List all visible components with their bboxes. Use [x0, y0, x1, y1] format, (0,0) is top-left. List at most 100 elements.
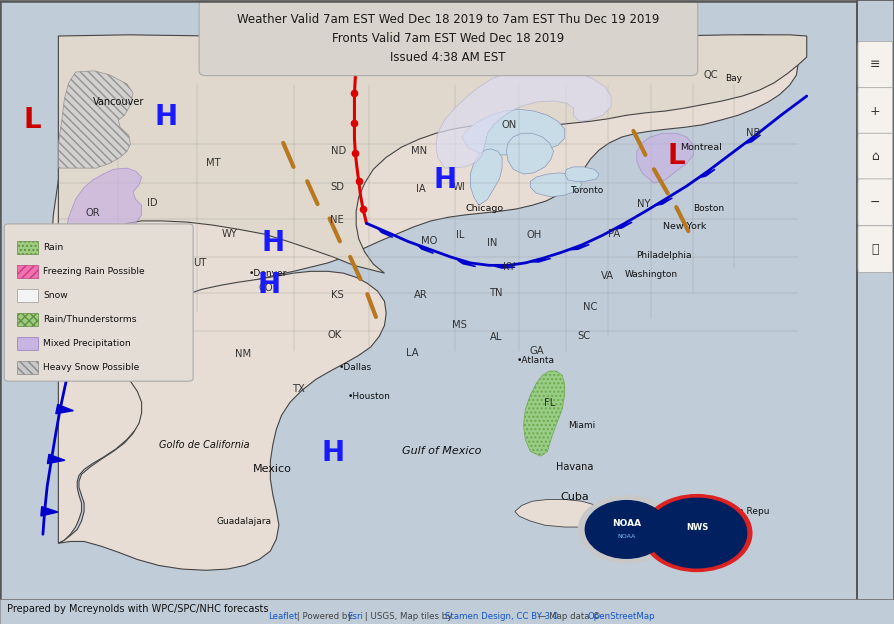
Text: H: H [154, 103, 177, 131]
Polygon shape [637, 134, 694, 183]
Text: Washington: Washington [625, 270, 678, 280]
Text: MO: MO [421, 236, 437, 246]
Text: •Denver: •Denver [249, 268, 287, 278]
Text: Mixed Precipitation: Mixed Precipitation [43, 339, 131, 348]
Bar [17, 361, 38, 374]
Polygon shape [58, 35, 806, 325]
Text: Rain/Thunderstorms: Rain/Thunderstorms [43, 315, 137, 324]
FancyBboxPatch shape [858, 41, 892, 88]
Text: NY: NY [637, 199, 651, 209]
Circle shape [642, 495, 752, 572]
Text: Weather Valid 7am EST Wed Dec 18 2019 to 7am EST Thu Dec 19 2019
Fronts Valid 7a: Weather Valid 7am EST Wed Dec 18 2019 to… [237, 13, 659, 64]
Polygon shape [699, 169, 715, 178]
Polygon shape [66, 358, 84, 368]
Polygon shape [531, 258, 551, 262]
Text: L: L [668, 142, 685, 170]
FancyBboxPatch shape [858, 87, 892, 134]
Text: Haiti- Dominican Repu: Haiti- Dominican Repu [668, 507, 769, 516]
FancyBboxPatch shape [858, 134, 892, 180]
Text: •Dallas: •Dallas [339, 363, 372, 372]
Text: QC: QC [704, 70, 718, 80]
Polygon shape [633, 512, 682, 531]
Polygon shape [655, 198, 672, 205]
Polygon shape [58, 321, 105, 371]
Text: OpenStreetMap: OpenStreetMap [587, 612, 655, 621]
Text: UT: UT [193, 258, 207, 268]
Text: NM: NM [235, 349, 251, 359]
Polygon shape [494, 266, 515, 268]
Text: Montreal: Montreal [680, 142, 722, 152]
Text: | USGS, Map tiles by: | USGS, Map tiles by [362, 612, 455, 621]
Text: AR: AR [414, 290, 427, 300]
Text: WI: WI [452, 182, 466, 192]
Polygon shape [58, 71, 133, 168]
Text: Leaflet: Leaflet [268, 612, 298, 621]
Text: Heavy Snow Possible: Heavy Snow Possible [43, 363, 139, 372]
Polygon shape [470, 149, 502, 205]
Text: Rain: Rain [43, 243, 63, 252]
Text: LA: LA [406, 348, 418, 358]
Text: | Powered by: | Powered by [294, 612, 356, 621]
Text: NOAA: NOAA [618, 534, 636, 539]
Text: +: + [870, 105, 881, 117]
Text: NWS: NWS [686, 522, 708, 532]
Text: •Houston: •Houston [348, 392, 391, 401]
Text: FL: FL [544, 398, 555, 408]
Text: Mexico: Mexico [253, 464, 292, 474]
Polygon shape [41, 507, 58, 516]
Text: L: L [24, 274, 41, 302]
Text: Los Angeles: Los Angeles [55, 347, 110, 356]
Text: AZ: AZ [173, 346, 187, 356]
Text: San Francisco: San Francisco [32, 284, 90, 293]
Text: H: H [322, 439, 344, 467]
Polygon shape [417, 245, 434, 253]
Text: NV: NV [126, 256, 140, 266]
Bar [17, 338, 38, 350]
Text: Guadalajara: Guadalajara [216, 517, 271, 525]
Text: Stamen Design, CC BY 3.0: Stamen Design, CC BY 3.0 [444, 612, 558, 621]
Text: CO: CO [258, 283, 274, 293]
Text: −: − [870, 196, 881, 209]
Bar [17, 290, 38, 302]
Text: KS: KS [331, 290, 343, 300]
Text: Freezing Rain Possible: Freezing Rain Possible [43, 267, 145, 276]
Text: PA: PA [608, 229, 620, 239]
Text: MT: MT [206, 158, 220, 168]
Polygon shape [461, 109, 565, 155]
Text: VA: VA [601, 271, 614, 281]
FancyBboxPatch shape [4, 224, 193, 381]
Text: ⤢: ⤢ [872, 243, 879, 256]
Text: Miami: Miami [569, 421, 595, 429]
Text: ON: ON [502, 120, 517, 130]
Text: Havana: Havana [556, 462, 594, 472]
Text: Boston: Boston [694, 205, 724, 213]
Polygon shape [47, 454, 64, 464]
Text: H: H [433, 166, 456, 194]
FancyBboxPatch shape [858, 226, 892, 273]
Bar [17, 241, 38, 254]
Text: ND: ND [332, 146, 347, 156]
Text: ⌂: ⌂ [872, 150, 879, 163]
Text: — Map data ©: — Map data © [535, 612, 603, 621]
Polygon shape [506, 134, 553, 174]
Polygon shape [58, 168, 141, 324]
Text: TX: TX [292, 384, 305, 394]
Text: Golfo de California: Golfo de California [159, 441, 249, 451]
Text: IA: IA [416, 184, 426, 194]
Text: NC: NC [583, 303, 598, 313]
Text: MN: MN [410, 146, 426, 156]
Text: KY: KY [502, 262, 515, 272]
Text: Toronto: Toronto [569, 187, 603, 195]
Text: H: H [257, 271, 280, 299]
Text: New York: New York [662, 222, 706, 232]
Polygon shape [58, 271, 386, 570]
Text: AL: AL [490, 333, 502, 343]
Polygon shape [530, 173, 582, 197]
Text: NOAA: NOAA [612, 519, 641, 528]
Polygon shape [565, 167, 599, 182]
Text: Vancouver: Vancouver [93, 97, 144, 107]
Text: OK: OK [327, 330, 342, 340]
Text: CA: CA [79, 307, 93, 317]
Text: ID: ID [148, 198, 158, 208]
Text: TN: TN [489, 288, 502, 298]
